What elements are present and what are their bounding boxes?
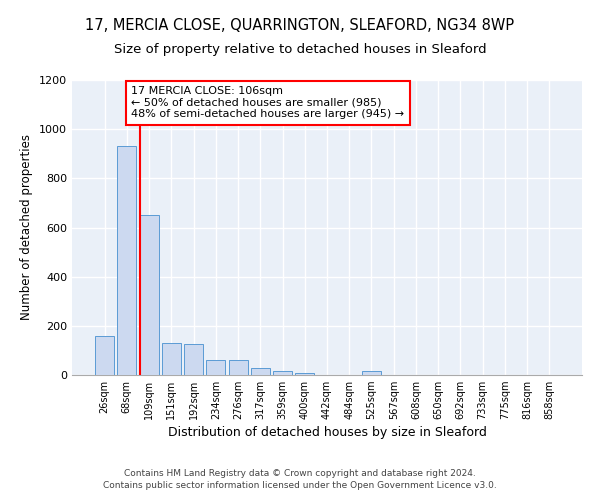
Bar (362, 372, 381, 375)
Text: 17 MERCIA CLOSE: 106sqm
← 50% of detached houses are smaller (985)
48% of semi-d: 17 MERCIA CLOSE: 106sqm ← 50% of detache… (131, 86, 404, 120)
Text: Size of property relative to detached houses in Sleaford: Size of property relative to detached ho… (113, 42, 487, 56)
Bar (229, 360, 248, 375)
Y-axis label: Number of detached properties: Number of detached properties (20, 134, 34, 320)
Bar (140, 215, 158, 375)
Bar (251, 368, 270, 375)
Bar (273, 372, 292, 375)
Text: 17, MERCIA CLOSE, QUARRINGTON, SLEAFORD, NG34 8WP: 17, MERCIA CLOSE, QUARRINGTON, SLEAFORD,… (85, 18, 515, 32)
Text: Contains HM Land Registry data © Crown copyright and database right 2024.
Contai: Contains HM Land Registry data © Crown c… (103, 468, 497, 490)
Bar (184, 344, 203, 375)
Bar (118, 146, 136, 375)
Bar (206, 360, 225, 375)
Bar (162, 343, 181, 375)
Bar (295, 372, 314, 375)
Bar (95, 336, 114, 375)
X-axis label: Distribution of detached houses by size in Sleaford: Distribution of detached houses by size … (167, 426, 487, 440)
